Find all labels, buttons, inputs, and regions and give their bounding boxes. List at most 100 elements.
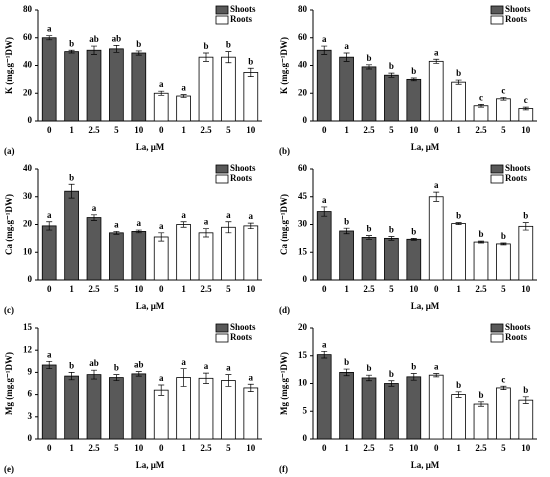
significance-letter: a [434,362,439,372]
error-bar [180,221,187,228]
legend-swatch [215,164,229,174]
bar [406,376,422,440]
significance-letter: a [137,218,142,228]
error-bar [68,372,75,381]
bar [518,399,534,440]
significance-letter: c [524,95,528,105]
x-tick-label: 0 [47,125,52,135]
x-tick-label: 5 [389,125,394,135]
x-tick-label: 0 [159,443,164,453]
significance-letter: a [249,211,254,221]
significance-letter: a [181,357,186,367]
significance-letter: a [204,217,209,227]
significance-letter: b [389,61,394,71]
significance-letter: b [478,229,483,239]
bar [451,394,466,440]
x-tick-label: 2.5 [363,443,375,453]
error-bar [366,235,372,240]
significance-letter: a [47,349,52,359]
significance-letter: a [159,79,164,89]
y-tick-label: 60 [23,32,33,42]
y-tick-label: 15 [298,246,308,256]
x-tick-label: 1 [456,284,461,294]
y-tick-label: 0 [28,433,33,443]
bar [221,226,236,281]
error-bar [478,240,484,244]
x-tick-label: 10 [246,284,256,294]
panel-label: (a) [4,146,15,156]
error-bar [410,238,417,241]
bar [198,377,214,440]
y-tick-label: 20 [23,219,33,229]
y-tick-label: 10 [23,246,33,256]
significance-letter: b [523,385,528,395]
significance-letter: a [322,195,327,205]
error-bar [225,221,232,234]
y-tick-label: 3 [28,411,33,421]
y-tick-label: 20 [298,322,308,332]
significance-letter: b [501,231,506,241]
significance-letter: b [203,41,208,51]
error-bar [478,401,484,407]
bar [406,238,422,281]
bar [64,51,79,122]
error-bar [113,231,120,235]
y-axis-label: K (mg.g⁻¹DW) [4,37,14,94]
error-bar [158,90,165,96]
bar [41,225,57,281]
legend-label: Shoots [230,322,256,332]
error-bar [388,236,395,241]
y-tick-label: 40 [23,60,33,70]
legend-label: Roots [230,14,252,24]
x-axis-label: La, μM [411,142,440,152]
significance-letter: b [69,360,74,370]
error-bar [455,79,462,85]
legend-label: Shoots [230,4,256,14]
bar [41,364,57,440]
significance-letter: a [47,210,52,220]
x-tick-label: 2.5 [200,125,212,135]
bar [361,377,377,440]
x-tick-label: 0 [47,284,52,294]
significance-letter: a [181,83,186,93]
error-bar [225,51,232,64]
error-bar [46,221,53,231]
x-tick-label: 1 [181,443,186,453]
y-tick-label: 30 [298,219,308,229]
x-axis-label: La, μM [411,301,440,311]
bar [339,230,354,281]
y-tick-label: 0 [28,274,33,284]
significance-letter: b [226,40,231,50]
bar [361,237,377,281]
bar [176,224,191,281]
panel-label: (c) [4,305,14,315]
significance-letter: b [456,380,461,390]
significance-letter: b [69,172,74,182]
bar [64,375,79,440]
legend-swatch [215,15,229,25]
error-bar [321,206,328,217]
x-tick-label: 5 [114,125,119,135]
significance-letter: b [523,211,528,221]
x-tick-label: 2.5 [475,284,487,294]
y-tick-label: 9 [28,366,33,376]
bar [473,105,489,122]
bar [109,48,124,122]
y-tick-label: 15 [23,322,33,332]
y-tick-label: 12 [23,344,33,354]
bar [243,72,259,122]
x-tick-label: 0 [322,284,327,294]
bar [451,81,466,122]
error-bar [180,94,187,98]
error-bar [388,72,395,78]
significance-letter: b [456,211,461,221]
bar [243,387,259,440]
bar [86,374,102,440]
x-tick-label: 2.5 [475,125,487,135]
bar [86,49,102,122]
significance-letter: ab [134,360,144,370]
significance-letter: b [456,68,461,78]
x-tick-label: 10 [134,125,144,135]
x-tick-label: 0 [159,284,164,294]
bar [176,95,191,122]
